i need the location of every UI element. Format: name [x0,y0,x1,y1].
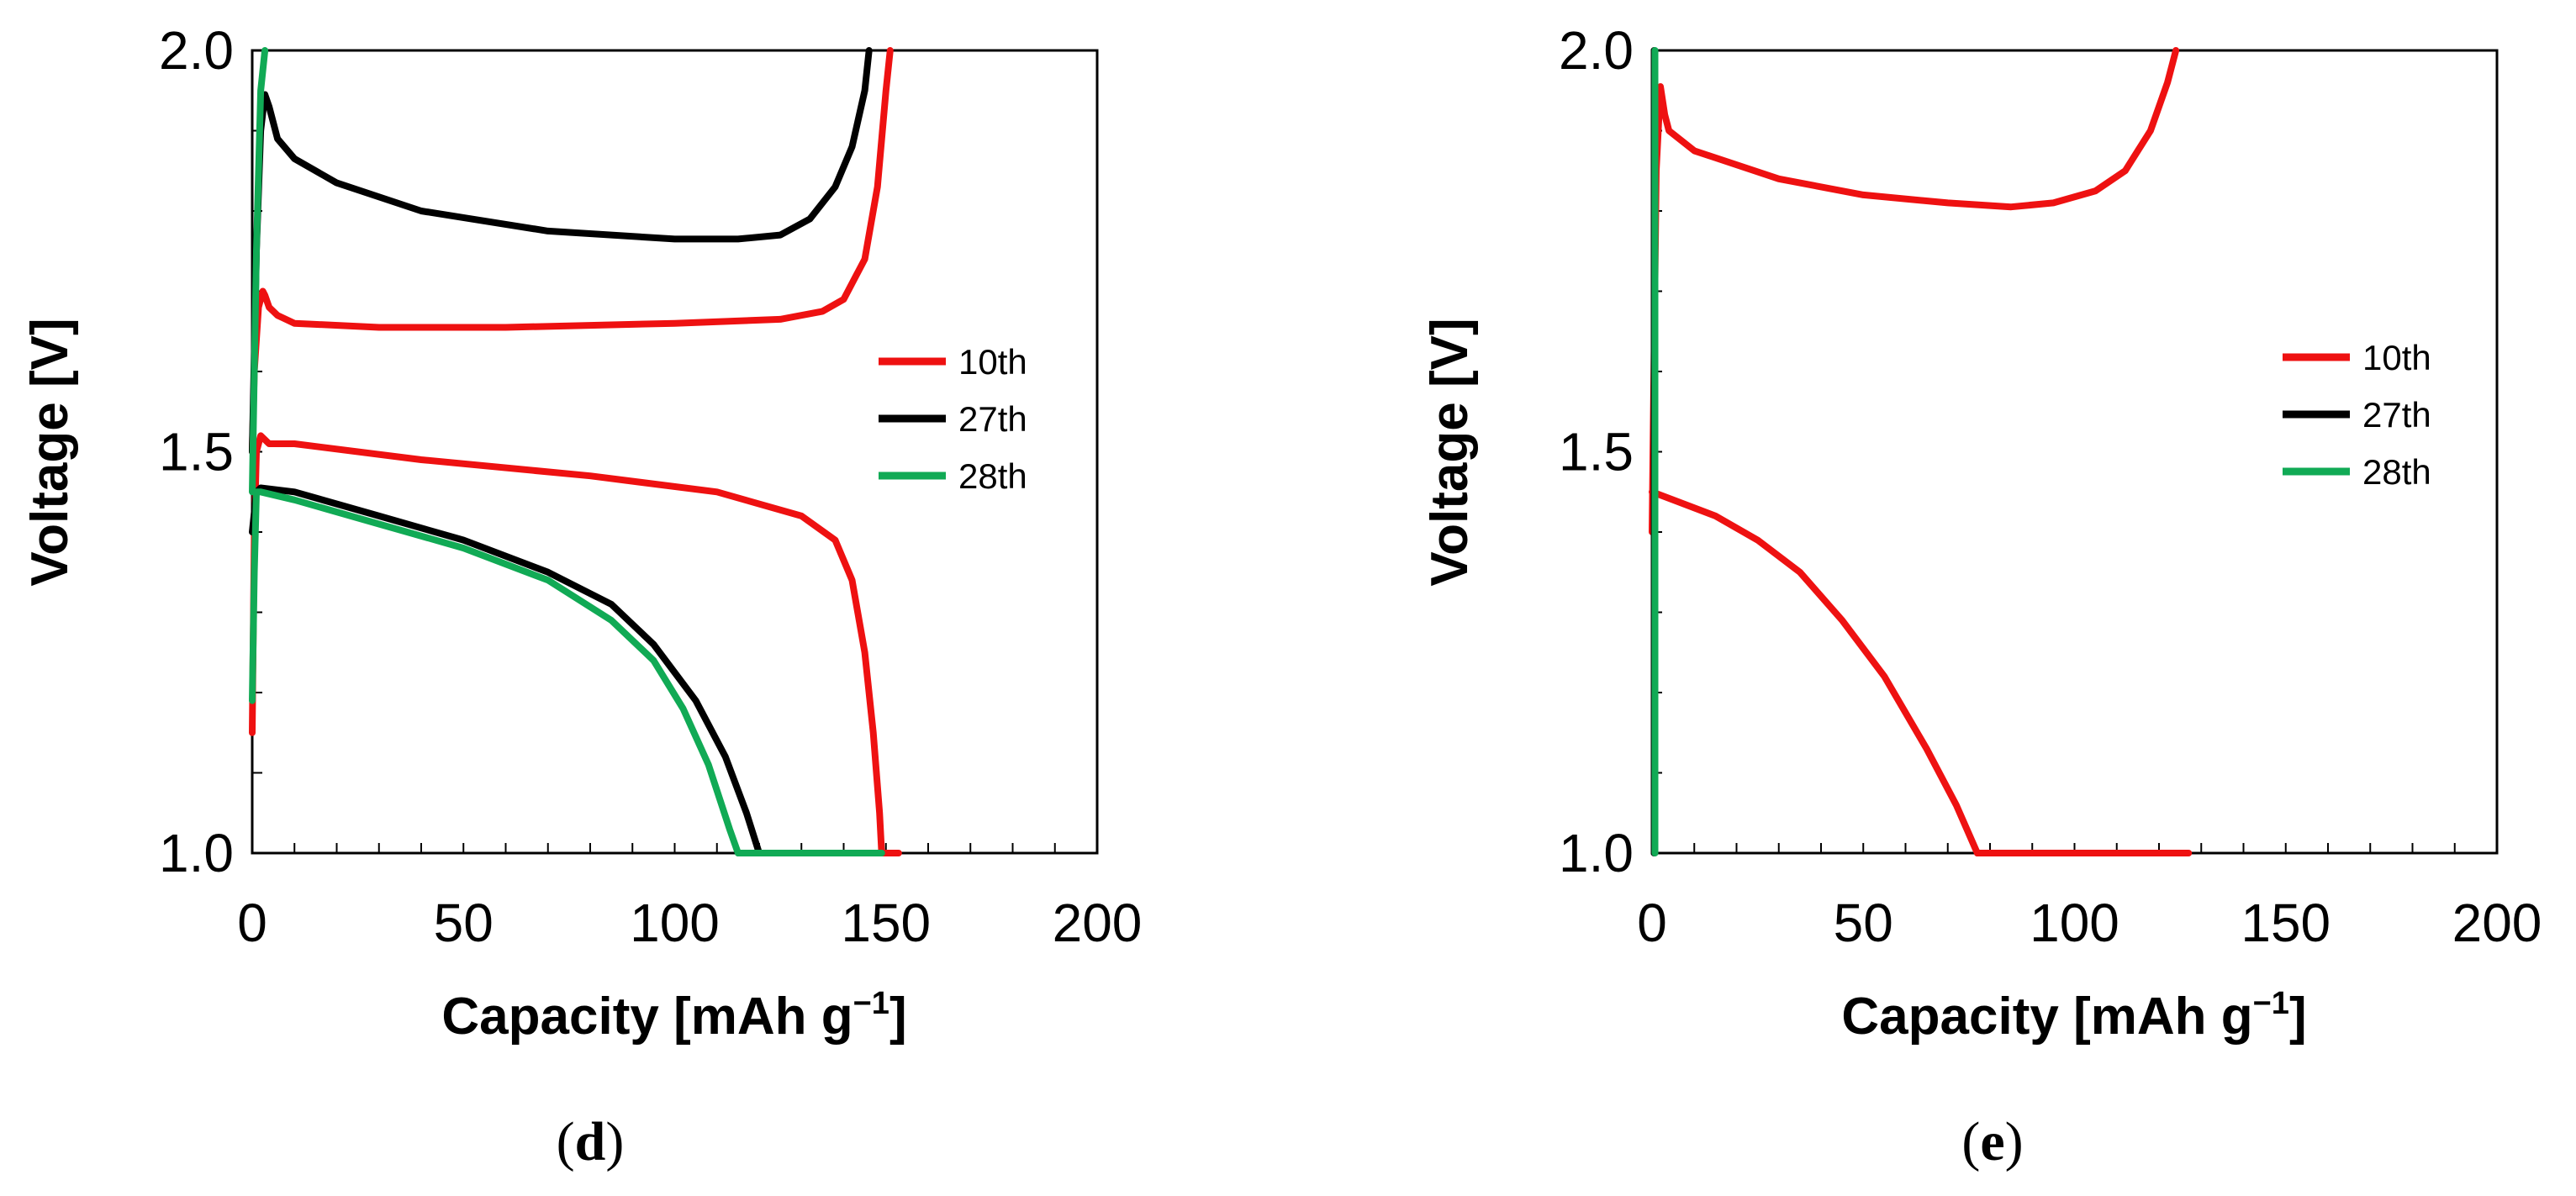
series-10th-discharge [1649,488,1981,856]
x-tick-label: 50 [434,893,494,953]
curves [1649,47,2193,856]
legend-label-28th: 28th [2362,452,2431,492]
x-tick-label: 200 [1053,893,1143,953]
panel-d: 0 50 100 150 200 1.0 1.5 2.0 Capacity [mAh g−1… [21,20,1142,1172]
legend-label-10th: 10th [2362,338,2431,377]
legend: 10th 27th 28th [2283,338,2431,492]
y-tick-label: 1.0 [1559,823,1634,883]
y-tick-label: 2.0 [1559,20,1634,81]
legend-label-10th: 10th [958,342,1027,382]
y-tick-labels: 1.0 1.5 2.0 [1559,20,1634,883]
x-tick-labels: 0 50 100 150 200 [1637,893,2542,953]
y-axis-title: Voltage [V] [21,318,79,586]
x-axis-title: Capacity [mAh g−1] [1841,986,2306,1046]
series-28th-charge [249,47,269,496]
panel-e: 0 50 100 150 200 1.0 1.5 2.0 Capacity [mAh g−1… [1421,20,2542,1172]
legend-label-27th: 27th [958,399,1027,439]
series-27th-charge [249,47,873,456]
series-27th-discharge [249,484,763,856]
y-tick-label: 1.0 [159,823,234,883]
x-tick-label: 0 [237,893,267,953]
y-tick-labels: 1.0 1.5 2.0 [159,20,234,883]
x-tick-label: 100 [2030,893,2119,953]
y-tick-label: 1.5 [1559,422,1634,482]
y-axis-title: Voltage [V] [1421,318,1479,586]
x-tick-label: 0 [1637,893,1667,953]
x-tick-labels: 0 50 100 150 200 [237,893,1142,953]
series-10th-charge [249,47,894,456]
legend-label-28th: 28th [958,456,1027,496]
x-ticks [293,843,1056,853]
series-10th-charge [1649,47,2180,535]
x-ticks [1693,843,2456,853]
y-tick-label: 2.0 [159,20,234,81]
x-tick-label: 150 [841,893,931,953]
legend-label-27th: 27th [2362,395,2431,435]
series-28th-discharge [249,488,742,856]
panel-label-e: (e) [1961,1111,2023,1172]
x-tick-label: 150 [2241,893,2331,953]
y-tick-label: 1.5 [159,422,234,482]
x-tick-label: 50 [1834,893,1893,953]
curves [249,47,902,856]
legend: 10th 27th 28th [879,342,1027,496]
series-10th-discharge [249,432,885,856]
panel-label-d: (d) [557,1111,625,1172]
x-axis-title: Capacity [mAh g−1] [441,986,906,1046]
x-tick-label: 100 [630,893,720,953]
x-tick-label: 200 [2452,893,2542,953]
